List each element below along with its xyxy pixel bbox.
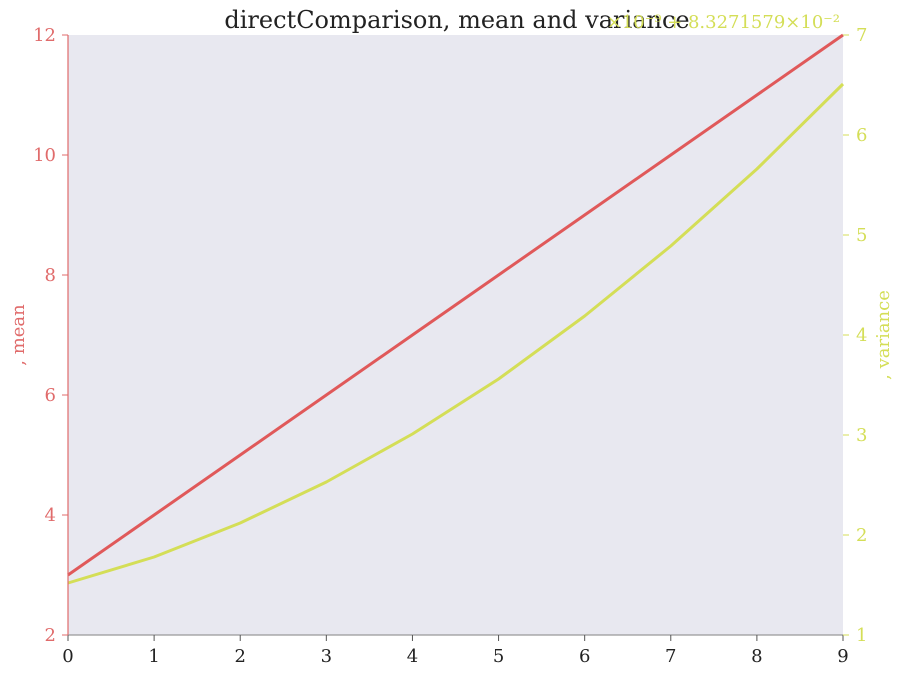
right-y-tick-label: 5: [856, 225, 867, 246]
left-y-tick-label: 2: [45, 625, 56, 646]
x-tick-label: 6: [579, 646, 590, 667]
left-y-tick-label: 4: [45, 505, 56, 526]
x-tick-label: 9: [837, 646, 848, 667]
series-line-variance: [67, 82, 845, 585]
series-layer: [67, 33, 845, 585]
left-y-tick-label: 10: [33, 145, 56, 166]
right-y-tick-label: 7: [856, 25, 867, 46]
left-y-tick-label: 6: [45, 385, 56, 406]
right-y-tick-label: 1: [856, 625, 867, 646]
right-y-axis-label: , variance: [873, 290, 894, 380]
left-y-tick-label: 8: [45, 265, 56, 286]
left-y-axis-ticks: 2 4 6 8 10 12: [33, 25, 68, 646]
right-y-axis-offset-text: ×10⁻⁹ + 8.3271579×10⁻²: [607, 12, 840, 33]
x-axis-ticks: 0 1 2 3 4 5 6 7 8 9: [62, 635, 849, 667]
right-y-axis-ticks: 1 2 3 4 5 6 7: [843, 25, 867, 646]
left-y-tick-label: 12: [33, 25, 56, 46]
x-tick-label: 3: [321, 646, 332, 667]
x-tick-label: 1: [148, 646, 159, 667]
right-y-tick-label: 4: [856, 325, 867, 346]
x-tick-label: 2: [234, 646, 245, 667]
x-tick-label: 0: [62, 646, 73, 667]
right-y-tick-label: 3: [856, 425, 867, 446]
right-y-tick-label: 6: [856, 125, 867, 146]
x-tick-label: 4: [407, 646, 418, 667]
right-y-tick-label: 2: [856, 525, 867, 546]
x-tick-label: 5: [493, 646, 504, 667]
series-line-mean: [67, 33, 844, 577]
x-tick-label: 7: [665, 646, 676, 667]
plot-background: [68, 35, 843, 635]
x-tick-label: 8: [751, 646, 762, 667]
chart-title: directComparison, mean and variance: [224, 6, 689, 34]
left-y-axis-label: , mean: [8, 304, 29, 366]
